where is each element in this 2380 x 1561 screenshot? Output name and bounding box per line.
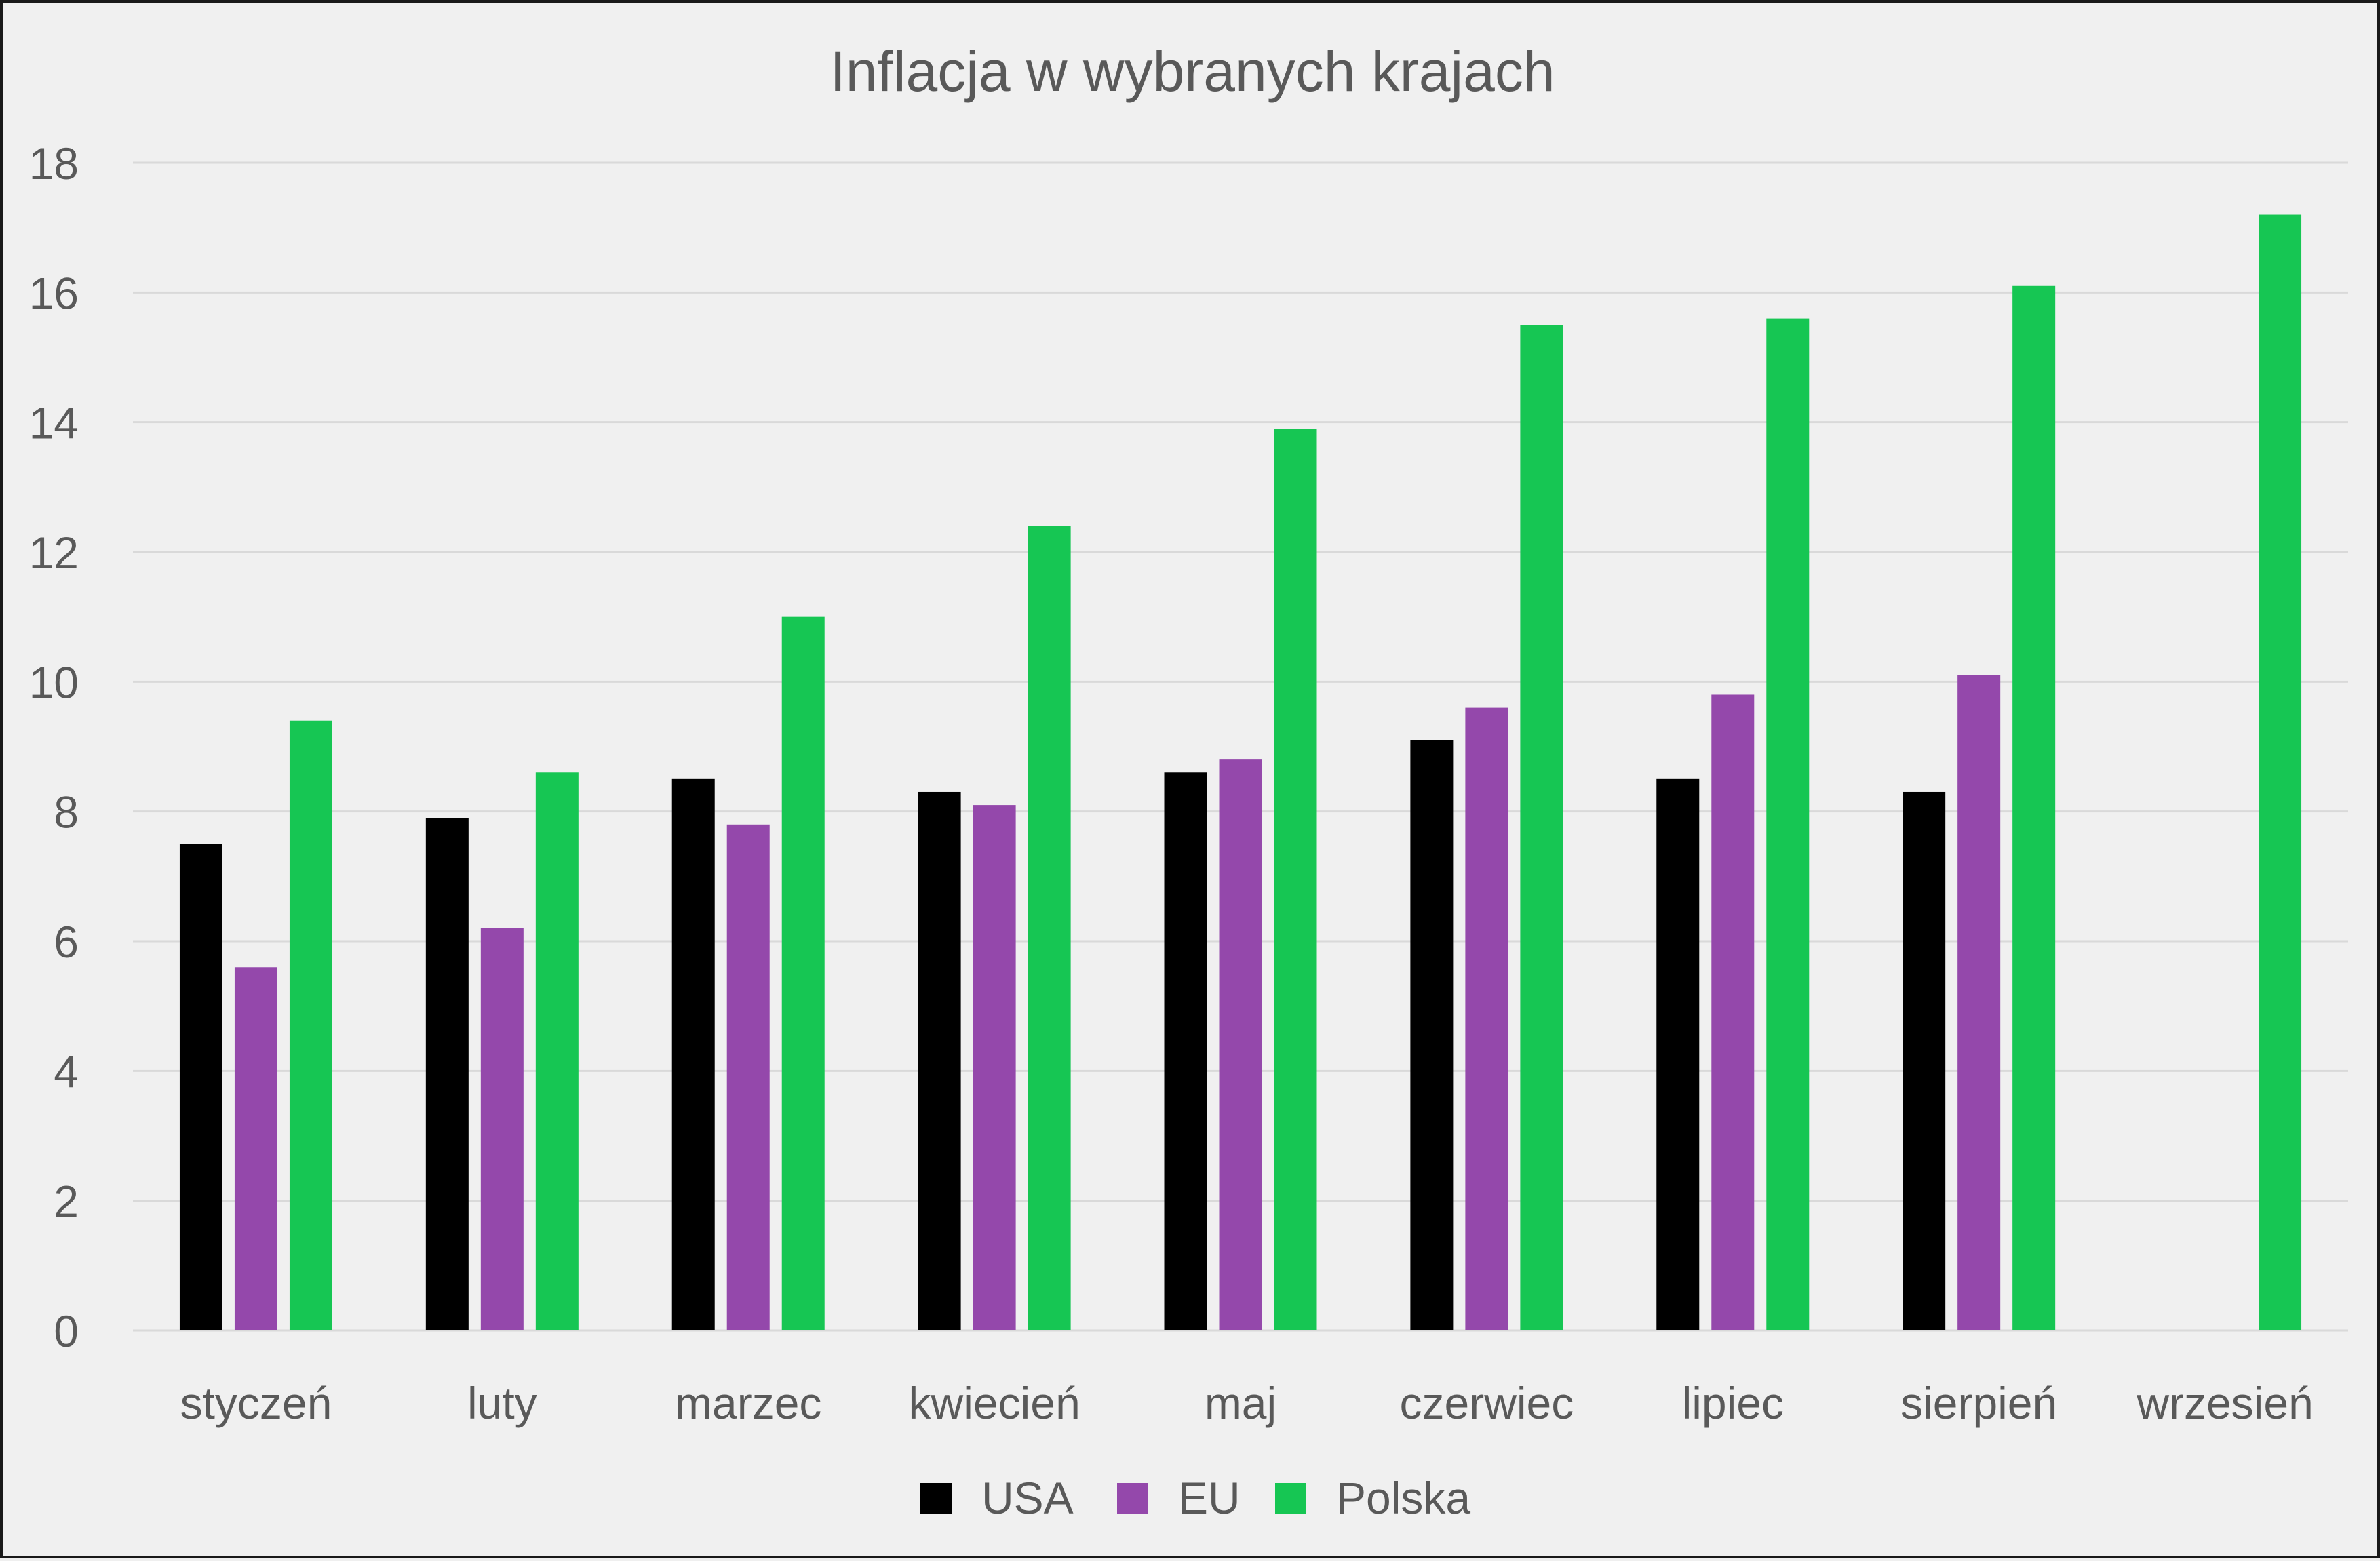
legend-label-polska: Polska xyxy=(1336,1473,1470,1523)
bar-eu-6 xyxy=(1711,694,1755,1330)
bar-eu-2 xyxy=(726,824,770,1330)
x-category-label: sierpień xyxy=(1900,1378,2057,1428)
x-category-label: marzec xyxy=(675,1378,821,1428)
bar-chart: Inflacja w wybranych krajach 0 2 4 6 8 10 12 14… xyxy=(29,39,2348,1523)
bar-usa-0 xyxy=(179,844,222,1330)
bar-polska-2 xyxy=(781,616,825,1330)
bar-polska-0 xyxy=(289,720,332,1330)
bar-usa-6 xyxy=(1656,778,1700,1330)
x-category-label: lipiec xyxy=(1682,1378,1784,1428)
bars xyxy=(179,214,2302,1331)
bar-polska-1 xyxy=(535,772,579,1330)
y-tick-label: 6 xyxy=(54,917,79,967)
bar-eu-5 xyxy=(1465,707,1508,1330)
y-tick-label: 2 xyxy=(54,1177,79,1227)
legend: USA EU Polska xyxy=(920,1473,1470,1523)
y-tick-label: 0 xyxy=(54,1306,79,1356)
y-tick-label: 4 xyxy=(54,1046,79,1096)
chart-title: Inflacja w wybranych krajach xyxy=(830,39,1555,103)
y-tick-label: 12 xyxy=(29,528,79,578)
bar-usa-4 xyxy=(1164,772,1207,1330)
y-tick-label: 10 xyxy=(29,657,79,707)
x-axis-categories: styczeń luty marzec kwiecień maj czerwiec lipi… xyxy=(180,1378,2314,1428)
bar-usa-7 xyxy=(1903,791,1946,1330)
legend-label-eu: EU xyxy=(1178,1473,1241,1523)
bar-polska-5 xyxy=(1520,325,1563,1331)
x-category-label: czerwiec xyxy=(1400,1378,1574,1428)
bar-usa-1 xyxy=(425,818,469,1330)
bar-polska-7 xyxy=(2012,285,2056,1331)
x-category-label: wrzesień xyxy=(2136,1378,2313,1428)
x-category-label: styczeń xyxy=(180,1378,332,1428)
legend-swatch-polska xyxy=(1275,1483,1306,1514)
legend-swatch-eu xyxy=(1117,1483,1148,1514)
legend-label-usa: USA xyxy=(981,1473,1074,1523)
y-axis-ticks: 0 2 4 6 8 10 12 14 16 18 xyxy=(29,138,79,1356)
bar-usa-5 xyxy=(1410,740,1454,1330)
y-tick-label: 14 xyxy=(29,398,79,448)
y-tick-label: 18 xyxy=(29,138,79,189)
bar-polska-3 xyxy=(1028,526,1071,1330)
x-category-label: maj xyxy=(1205,1378,1276,1428)
bar-eu-1 xyxy=(480,928,524,1330)
y-tick-label: 8 xyxy=(54,787,79,837)
y-tick-label: 16 xyxy=(29,268,79,318)
bar-eu-0 xyxy=(234,967,277,1330)
bar-polska-8 xyxy=(2259,214,2302,1330)
bar-eu-4 xyxy=(1219,759,1262,1330)
bar-eu-3 xyxy=(973,805,1016,1330)
x-category-label: luty xyxy=(467,1378,537,1428)
legend-swatch-usa xyxy=(920,1483,952,1514)
bar-eu-7 xyxy=(1957,675,2001,1330)
bar-polska-4 xyxy=(1274,429,1317,1330)
bar-polska-6 xyxy=(1766,318,1810,1331)
bar-usa-2 xyxy=(671,778,715,1330)
bar-usa-3 xyxy=(918,791,961,1330)
x-category-label: kwiecień xyxy=(909,1378,1080,1428)
